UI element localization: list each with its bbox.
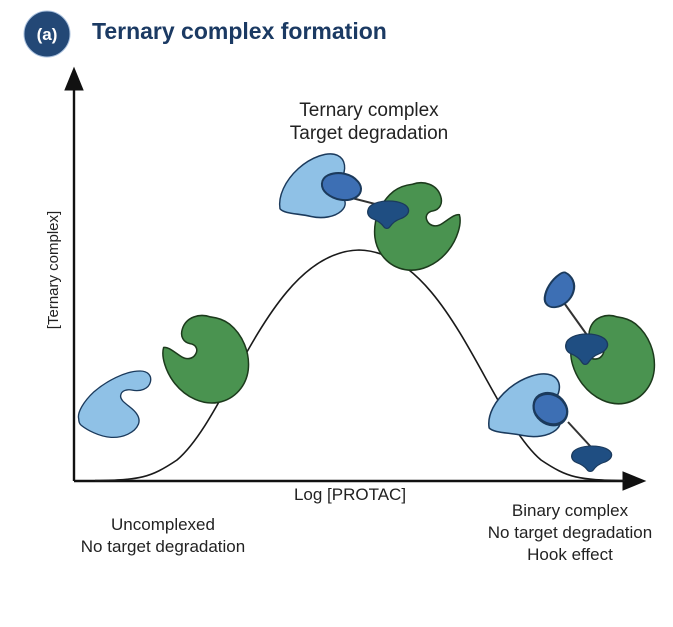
svg-text:Uncomplexed: Uncomplexed — [111, 515, 215, 534]
svg-text:No target degradation: No target degradation — [488, 523, 652, 542]
svg-text:Log [PROTAC]: Log [PROTAC] — [294, 485, 406, 504]
svg-text:Target degradation: Target degradation — [290, 123, 448, 144]
svg-text:No target degradation: No target degradation — [81, 537, 245, 556]
svg-text:[Ternary complex]: [Ternary complex] — [45, 211, 62, 329]
svg-text:Hook effect: Hook effect — [527, 545, 613, 564]
svg-text:Binary complex: Binary complex — [512, 501, 629, 520]
svg-text:Ternary complex: Ternary complex — [299, 100, 439, 121]
svg-text:Ternary complex formation: Ternary complex formation — [92, 18, 387, 44]
svg-text:(a): (a) — [37, 25, 58, 44]
